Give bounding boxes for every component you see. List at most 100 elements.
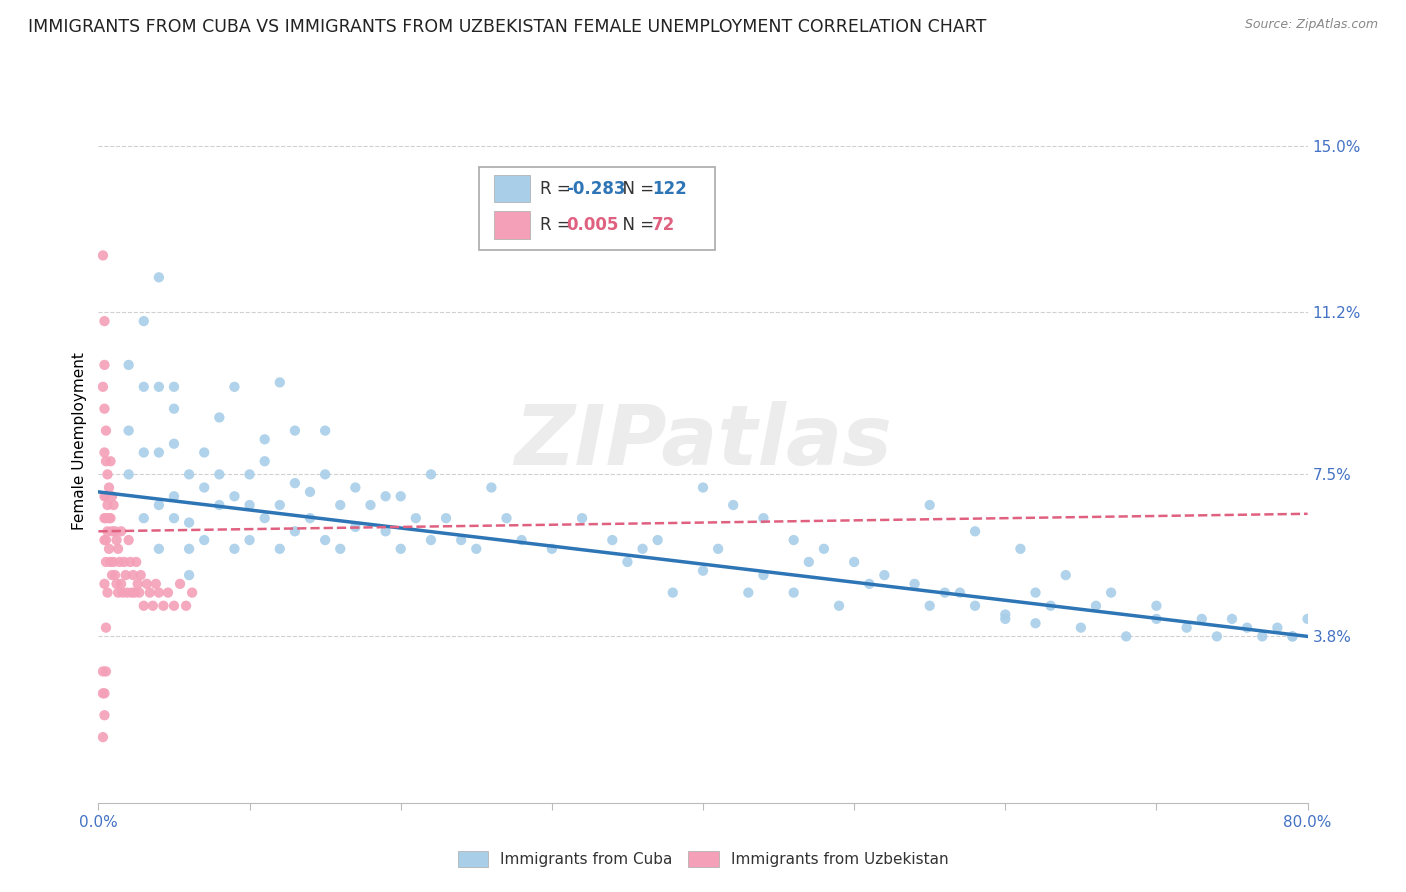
Point <box>314 467 336 482</box>
Point <box>389 489 412 503</box>
Point <box>127 577 149 591</box>
Point <box>631 541 654 556</box>
Point <box>94 621 117 635</box>
Point <box>1281 629 1303 643</box>
Point <box>269 376 291 390</box>
Point <box>91 686 114 700</box>
Point <box>100 555 122 569</box>
Point <box>94 555 117 569</box>
Point <box>1024 616 1046 631</box>
Text: Source: ZipAtlas.com: Source: ZipAtlas.com <box>1244 18 1378 31</box>
Point <box>94 454 117 468</box>
Point <box>132 511 155 525</box>
Point <box>145 577 167 591</box>
Point <box>125 555 148 569</box>
Point <box>1024 585 1046 599</box>
Point <box>103 555 125 569</box>
Point <box>163 380 186 394</box>
Point <box>118 467 141 482</box>
Point <box>828 599 851 613</box>
Point <box>93 686 115 700</box>
Point <box>135 577 157 591</box>
Point <box>602 533 624 547</box>
Point <box>1039 599 1062 613</box>
Text: 0.005: 0.005 <box>567 216 619 234</box>
Point <box>1115 629 1137 643</box>
Point <box>253 511 276 525</box>
Point <box>1099 585 1122 599</box>
Point <box>100 454 122 468</box>
Text: ZIPatlas: ZIPatlas <box>515 401 891 482</box>
Point <box>1070 621 1092 635</box>
Point <box>405 511 427 525</box>
Point <box>163 489 186 503</box>
Point <box>329 498 352 512</box>
Point <box>174 599 197 613</box>
Point <box>723 498 745 512</box>
Text: N =: N = <box>613 216 659 234</box>
Point <box>93 577 115 591</box>
Point <box>389 541 412 556</box>
Text: R =: R = <box>540 216 576 234</box>
Point <box>918 498 941 512</box>
Point <box>737 585 759 599</box>
Point <box>253 454 276 468</box>
Point <box>1296 612 1319 626</box>
Point <box>124 585 146 599</box>
Point <box>994 612 1017 626</box>
Point <box>239 498 262 512</box>
Point <box>148 380 170 394</box>
Point <box>105 577 128 591</box>
Point <box>94 511 117 525</box>
Point <box>107 585 129 599</box>
Point <box>118 424 141 438</box>
Point <box>181 585 204 599</box>
Point <box>148 541 170 556</box>
Text: R =: R = <box>540 179 576 198</box>
Point <box>104 568 127 582</box>
Point <box>344 520 367 534</box>
Point <box>1281 629 1303 643</box>
Point <box>112 555 135 569</box>
Point <box>1085 599 1108 613</box>
Point <box>813 541 835 556</box>
Point <box>156 585 179 599</box>
Point <box>965 524 987 539</box>
Point <box>540 541 562 556</box>
Point <box>179 516 201 530</box>
Point <box>148 585 170 599</box>
Point <box>1191 612 1213 626</box>
Point <box>797 555 820 569</box>
Point <box>284 476 307 491</box>
Point <box>783 533 806 547</box>
Point <box>105 533 128 547</box>
Point <box>91 248 114 262</box>
Point <box>1236 621 1258 635</box>
Point <box>93 511 115 525</box>
Point <box>94 665 117 679</box>
Point <box>344 481 367 495</box>
Point <box>465 541 488 556</box>
Point <box>844 555 866 569</box>
Point <box>179 568 201 582</box>
Point <box>120 555 142 569</box>
Point <box>122 568 145 582</box>
Point <box>1206 629 1229 643</box>
Y-axis label: Female Unemployment: Female Unemployment <box>72 352 87 531</box>
Point <box>94 424 117 438</box>
Point <box>93 314 115 328</box>
Point <box>101 489 124 503</box>
Point <box>163 401 186 416</box>
Point <box>152 599 174 613</box>
Point <box>707 541 730 556</box>
Point <box>692 481 714 495</box>
Point <box>94 489 117 503</box>
Point <box>163 599 186 613</box>
Point <box>94 533 117 547</box>
Point <box>101 568 124 582</box>
Point <box>115 585 138 599</box>
Point <box>128 585 150 599</box>
Point <box>420 533 443 547</box>
Point <box>1220 612 1243 626</box>
Point <box>93 445 115 459</box>
